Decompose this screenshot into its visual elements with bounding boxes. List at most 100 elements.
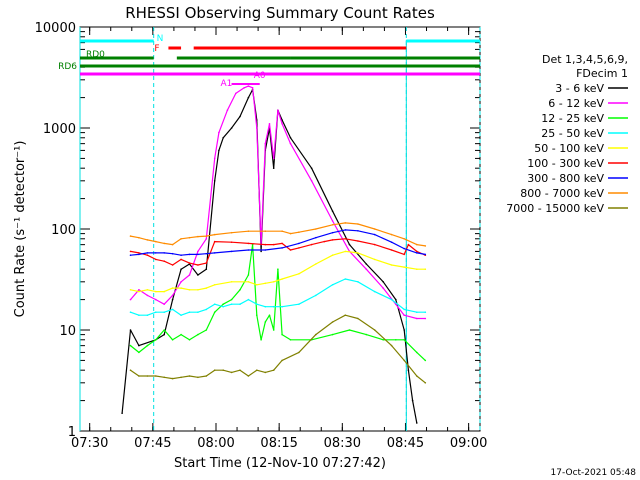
- series-point-4-3: [146, 289, 149, 291]
- legend-label-6: 300 - 800 keV: [527, 172, 604, 185]
- series-point-2-31: [403, 339, 406, 341]
- series-point-2-19: [264, 321, 267, 323]
- series-point-3-15: [247, 298, 250, 301]
- series-point-0-10: [205, 268, 208, 271]
- series-point-6-20: [357, 230, 359, 232]
- x-tick-label-3: 08:15: [260, 436, 297, 451]
- series-point-3-8: [188, 311, 191, 314]
- series-point-6-2: [138, 253, 140, 256]
- series-point-1-34: [424, 317, 427, 320]
- series-point-4-21: [344, 250, 347, 253]
- series-point-1-13: [226, 109, 229, 111]
- series-point-6-22: [390, 241, 393, 243]
- series-point-7-15: [281, 230, 283, 232]
- series-point-5-23: [357, 240, 359, 242]
- series-point-7-4: [155, 240, 157, 243]
- series-point-4-11: [213, 284, 216, 286]
- series-point-3-12: [222, 305, 224, 308]
- series-point-1-18: [255, 127, 258, 129]
- series-point-3-11: [213, 303, 216, 306]
- plot-area: NF RD0 A1 A0: [79, 26, 481, 432]
- series-point-1-15: [243, 87, 245, 89]
- series-point-2-12: [222, 303, 224, 306]
- series-point-7-22: [373, 228, 376, 230]
- series-point-2-21: [272, 329, 275, 331]
- series-point-8-28: [416, 375, 418, 377]
- series-point-2-9: [197, 333, 199, 336]
- series-point-5-25: [390, 249, 393, 251]
- series-point-5-27: [407, 243, 410, 246]
- series-point-4-5: [163, 290, 165, 293]
- series-point-2-8: [188, 339, 191, 341]
- series-point-0-16: [247, 96, 250, 99]
- series-point-7-17: [298, 231, 300, 233]
- series-point-1-6: [171, 294, 174, 297]
- series-point-8-15: [247, 375, 250, 377]
- series-point-8-1: [129, 369, 132, 372]
- series-point-2-27: [348, 329, 351, 331]
- series-point-2-15: [247, 274, 250, 276]
- series-point-6-23: [403, 247, 406, 250]
- series-point-5-28: [416, 250, 418, 253]
- series-point-6-13: [247, 249, 250, 251]
- x-tick-label-4: 08:30: [324, 436, 361, 451]
- series-point-8-7: [180, 376, 182, 379]
- series-point-3-29: [424, 311, 427, 314]
- series-point-5-15: [272, 243, 275, 246]
- series-point-8-19: [281, 359, 283, 362]
- legend-label-7: 800 - 7000 keV: [520, 187, 604, 200]
- series-point-2-29: [382, 339, 385, 341]
- series-point-0-30: [382, 281, 385, 283]
- series-line-8: [130, 314, 426, 384]
- series-line-0: [121, 89, 418, 424]
- series-point-7-10: [205, 235, 208, 237]
- series-point-6-5: [163, 252, 165, 254]
- series-point-5-14: [264, 243, 267, 246]
- series-point-1-14: [235, 92, 237, 95]
- series-point-6-18: [331, 231, 334, 234]
- series-point-2-26: [331, 333, 334, 336]
- series-point-1-10: [205, 238, 208, 240]
- series-point-7-16: [289, 232, 292, 235]
- series-point-8-26: [390, 344, 393, 347]
- series-point-3-7: [180, 314, 182, 317]
- series-point-2-6: [171, 339, 174, 341]
- series-point-8-21: [315, 333, 317, 336]
- y-tick-label-3: 1000: [43, 122, 76, 137]
- series-point-8-22: [331, 321, 334, 323]
- legend-label-1: 6 - 12 keV: [548, 97, 604, 110]
- series-point-5-12: [230, 241, 233, 243]
- series-point-1-33: [416, 317, 418, 320]
- series-point-4-19: [315, 263, 317, 265]
- legend-label-0: 3 - 6 keV: [555, 82, 604, 95]
- series-point-7-6: [171, 243, 174, 246]
- series-point-0-1: [121, 412, 123, 415]
- status-bars: NF RD0 A1 A0: [80, 34, 480, 89]
- series-point-5-10: [205, 262, 208, 264]
- series-point-5-11: [213, 240, 216, 243]
- series-point-7-5: [163, 242, 165, 245]
- series-point-7-9: [197, 235, 199, 238]
- series-point-6-6: [171, 252, 174, 255]
- series-line-1: [130, 85, 426, 320]
- series-point-0-32: [403, 329, 406, 331]
- series-point-4-4: [155, 290, 157, 293]
- series-point-4-18: [298, 273, 300, 275]
- series-point-8-29: [424, 382, 427, 384]
- series-point-3-9: [197, 311, 199, 314]
- legend: Det 1,3,4,5,6,9, FDecim 1 3 - 6 keV 6 - 1…: [506, 53, 628, 215]
- series-point-8-3: [146, 375, 149, 377]
- legend-header-line2: FDecim 1: [576, 67, 628, 80]
- series-point-2-3: [146, 344, 149, 347]
- series-point-7-2: [138, 236, 140, 239]
- series-point-1-22: [272, 157, 275, 160]
- series-point-0-35: [416, 422, 418, 424]
- series-point-8-8: [188, 375, 191, 377]
- series-point-0-6: [171, 298, 174, 301]
- series-point-6-4: [155, 252, 157, 254]
- series-point-1-3: [146, 294, 149, 297]
- series-point-5-17: [289, 249, 292, 251]
- series-point-8-17: [264, 371, 267, 374]
- series-point-7-24: [403, 238, 406, 240]
